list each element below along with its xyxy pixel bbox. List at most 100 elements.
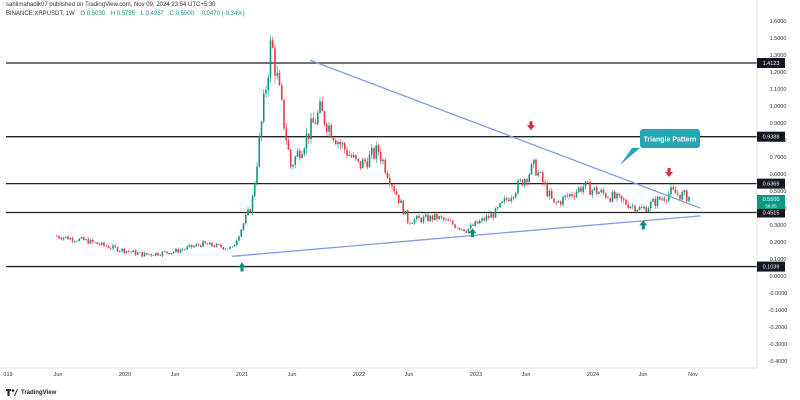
candle-body [546,183,549,197]
candle-body [114,245,117,248]
candle-body [132,250,135,253]
candle-body [510,198,513,202]
candle-body [557,201,560,203]
candle-body [352,155,355,158]
candle-body [87,239,90,244]
candle-body [276,73,279,76]
candle-body [485,215,488,221]
candle-body [60,237,63,240]
level-label: 1.4123 [763,61,780,67]
candle-body [631,205,634,207]
level-label: 0.4515 [763,211,780,217]
ohlc-change: -0.0470 (-9.34%) [199,11,245,17]
candle-body [375,145,378,159]
candle-body [582,186,585,192]
candle-body [186,246,189,250]
candle-body [310,118,312,140]
candle-body [613,191,616,199]
candle-body [519,179,522,181]
price-tick-label: 1.1000 [770,87,787,93]
candle-body [404,210,407,215]
candle-body [224,248,227,250]
candle-body [177,248,180,253]
candle-body [681,192,684,200]
candle-body [80,237,83,239]
candle-body [330,125,333,138]
candle-body [640,207,643,209]
candle-body [346,149,348,156]
candle-body [334,140,337,145]
price-tick-label: 0.1000 [770,257,787,263]
buy-signal-arrow [639,220,648,230]
trendlines[interactable] [232,59,701,257]
candle-body [526,179,528,183]
triangle-pattern-callout[interactable]: Triangle Pattern [620,129,700,165]
sell-signal-arrow [526,121,535,131]
candle-body [188,244,191,247]
tradingview-brand[interactable]: TradingView [6,389,56,396]
candle-body [296,150,299,157]
candle-body [229,246,231,249]
symbol-label[interactable]: BINANCE:XRPUSDT, 1W [6,11,75,17]
time-tick-label: 2021 [236,372,248,378]
price-axis[interactable]: 1.6000 1.5000 1.3000 1.2000 1.1000 1.0000 0.90… [769,19,788,365]
candle-body [625,200,627,205]
candle-body [618,193,621,196]
candle-body [643,207,645,209]
candle-body [476,221,479,224]
candle-body [400,200,402,204]
candle-body [424,214,427,217]
candle-body [663,198,666,201]
triangle-trendline[interactable] [232,215,701,257]
time-tick-label: 2022 [353,372,365,378]
candle-body [130,251,132,253]
time-tick-label: Jun [54,372,63,378]
candle-body [253,182,256,197]
candle-body [213,245,216,248]
candle-body [564,195,567,197]
candle-body [274,47,276,76]
candle-body [91,239,94,242]
time-axis[interactable]: 019 Jun 2020 Jun 2021 Jun 2022 Jun 2023 Jun 2024 Ju… [3,372,698,378]
triangle-trendline[interactable] [310,59,701,209]
candle-body [67,236,69,240]
candle-body [109,248,112,249]
candle-body [418,215,420,218]
candle-body [474,221,477,226]
candle-body [521,179,524,186]
candle-body [226,248,229,250]
candle-body [512,197,515,199]
candle-body [528,174,531,183]
candle-body [150,254,153,256]
level-label-box [757,131,785,142]
price-tick-label: 1.5000 [770,36,787,42]
candle-body [368,154,371,168]
candle-body [62,237,65,240]
candle-body [514,193,517,198]
price-tick-label: -0.4000 [769,359,788,365]
price-tick-label: 1.0000 [770,104,787,110]
candle-body [440,216,443,218]
candle-body [604,193,607,198]
candle-body [539,172,542,173]
candle-body [584,181,587,187]
time-tick-label: Jun [171,372,180,378]
candle-body [141,252,144,257]
candle-body [566,195,569,197]
candle-body [154,252,157,256]
candle-body [294,156,297,165]
price-tick-label: 1.3000 [770,53,787,59]
candle-body [589,182,591,195]
candle-body [503,198,506,202]
candle-body [357,158,360,162]
time-tick-label: 2024 [587,372,599,378]
candle-body [316,112,319,125]
candle-body [267,77,270,90]
candle-body [247,209,249,216]
candle-body [670,187,672,195]
candle-body [89,239,92,244]
candle-body [501,201,504,204]
candle-body [355,155,357,159]
candle-body [586,181,589,183]
